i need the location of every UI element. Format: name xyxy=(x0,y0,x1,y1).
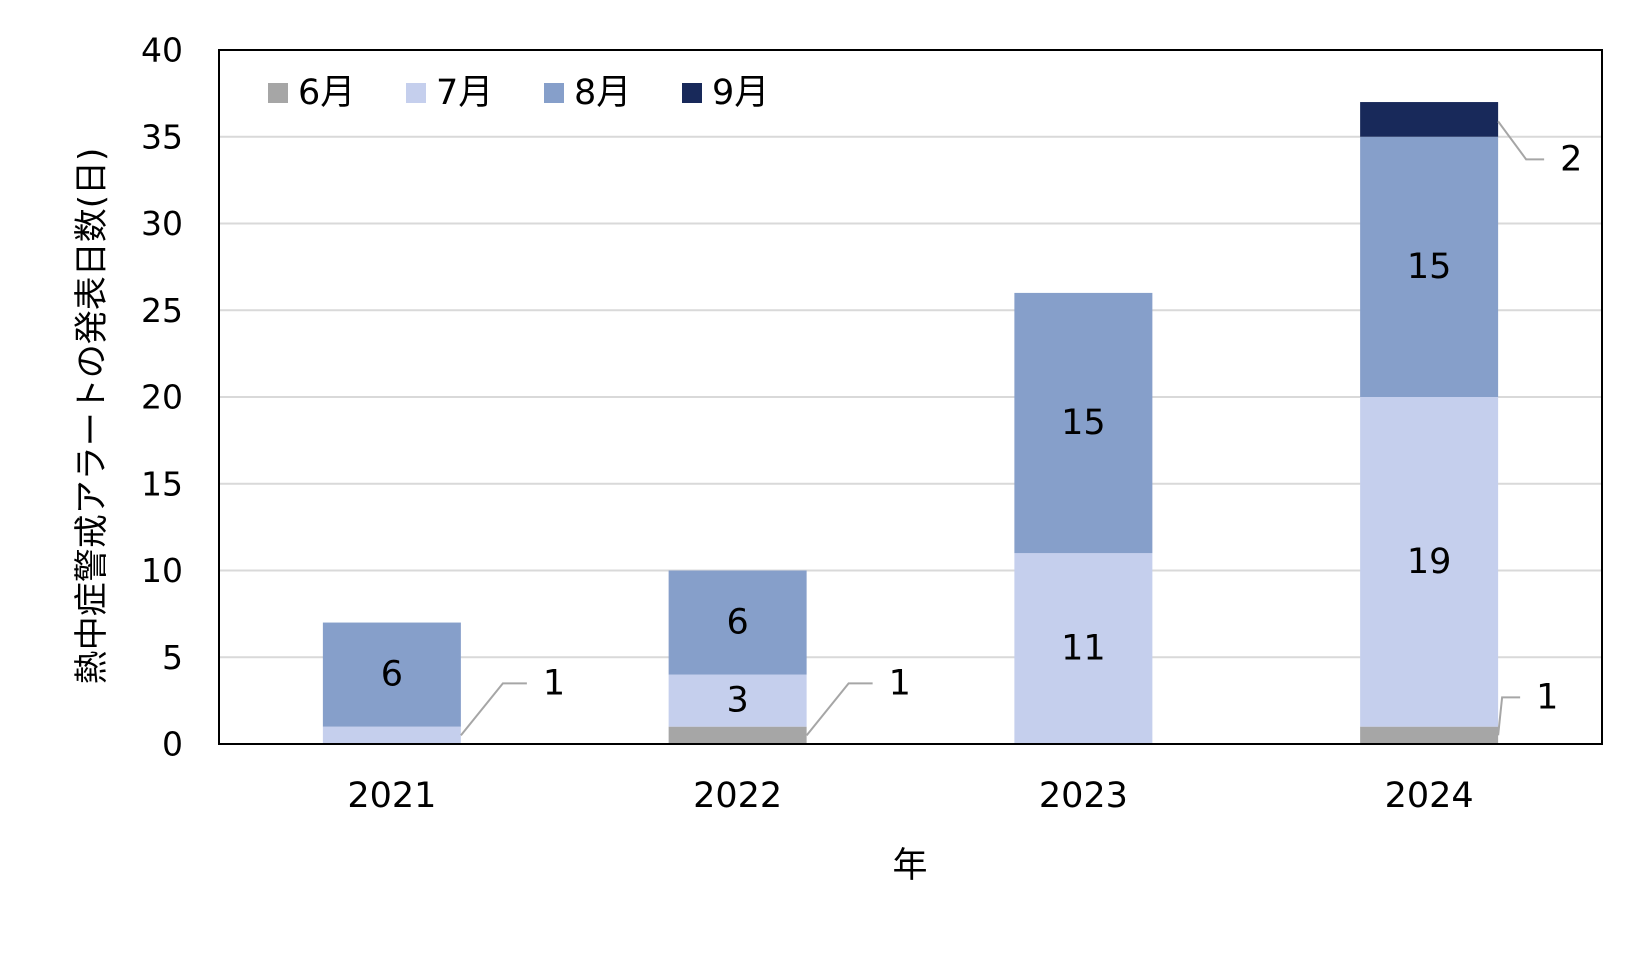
x-tick-labels: 2021 2022 2023 2024 xyxy=(347,776,1473,816)
data-label: 6 xyxy=(381,655,403,695)
bar-segment-2021-7月 xyxy=(322,726,461,744)
y-tick-label: 40 xyxy=(141,31,183,70)
callout-leader-line xyxy=(460,682,527,736)
legend-label: 7月 xyxy=(436,73,493,113)
x-axis-label: 年 xyxy=(892,846,927,886)
y-tick-label: 25 xyxy=(141,291,183,330)
y-axis-label: 熱中症警戒アラートの発表日数(日) xyxy=(72,148,112,685)
bar-segment-2024-6月 xyxy=(1360,726,1499,744)
data-label: 15 xyxy=(1061,403,1106,443)
data-label-callout: 1 xyxy=(543,663,565,703)
legend-swatch-9月 xyxy=(682,83,702,103)
legend-swatch-8月 xyxy=(544,83,564,103)
y-tick-labels: 0 5 10 15 20 25 30 35 40 xyxy=(141,31,183,764)
bar-segment-2024-9月 xyxy=(1360,102,1499,137)
bar-segment-2022-8月 xyxy=(668,570,807,675)
callout-leader-line xyxy=(805,682,873,736)
y-tick-label: 15 xyxy=(141,464,183,503)
legend-label: 9月 xyxy=(712,73,769,113)
bar-segment-2024-7月 xyxy=(1360,397,1499,727)
legend-label: 6月 xyxy=(298,73,355,113)
callout-leader-line xyxy=(1497,696,1521,736)
legend: 6月 7月 8月 9月 xyxy=(268,73,769,113)
legend-swatch-6月 xyxy=(268,83,288,103)
y-tick-label: 20 xyxy=(141,378,183,417)
data-labels: 1 6 1 3 6 11 15 1 19 15 2 xyxy=(381,120,1582,736)
data-label: 6 xyxy=(726,603,748,643)
legend-swatch-7月 xyxy=(406,83,426,103)
y-tick-label: 5 xyxy=(162,638,183,677)
gridlines xyxy=(219,135,1602,659)
x-tick-label: 2023 xyxy=(1039,776,1128,816)
legend-label: 8月 xyxy=(574,73,631,113)
y-tick-label: 0 xyxy=(162,725,183,764)
data-label: 19 xyxy=(1407,542,1452,582)
bar-segment-2023-7月 xyxy=(1014,553,1153,744)
callout-leader-line xyxy=(1497,120,1545,161)
data-label: 15 xyxy=(1407,247,1452,287)
x-tick-label: 2021 xyxy=(347,776,436,816)
x-tick-label: 2022 xyxy=(693,776,782,816)
bar-segment-2022-6月 xyxy=(668,726,807,744)
data-label-callout: 1 xyxy=(1536,677,1558,717)
y-tick-label: 10 xyxy=(141,551,183,590)
bars xyxy=(322,102,1499,744)
bar-segment-2024-8月 xyxy=(1360,136,1499,397)
plot-frame xyxy=(218,49,1603,745)
data-label: 3 xyxy=(726,681,748,721)
data-label: 11 xyxy=(1061,629,1106,669)
bar-segment-2021-8月 xyxy=(322,622,461,727)
data-label-callout: 2 xyxy=(1560,139,1582,179)
y-tick-label: 35 xyxy=(141,117,183,156)
x-tick-label: 2024 xyxy=(1385,776,1474,816)
bar-segment-2023-8月 xyxy=(1014,292,1153,554)
bar-segment-2022-7月 xyxy=(668,674,807,727)
data-label-callout: 1 xyxy=(889,663,911,703)
y-tick-label: 30 xyxy=(141,204,183,243)
